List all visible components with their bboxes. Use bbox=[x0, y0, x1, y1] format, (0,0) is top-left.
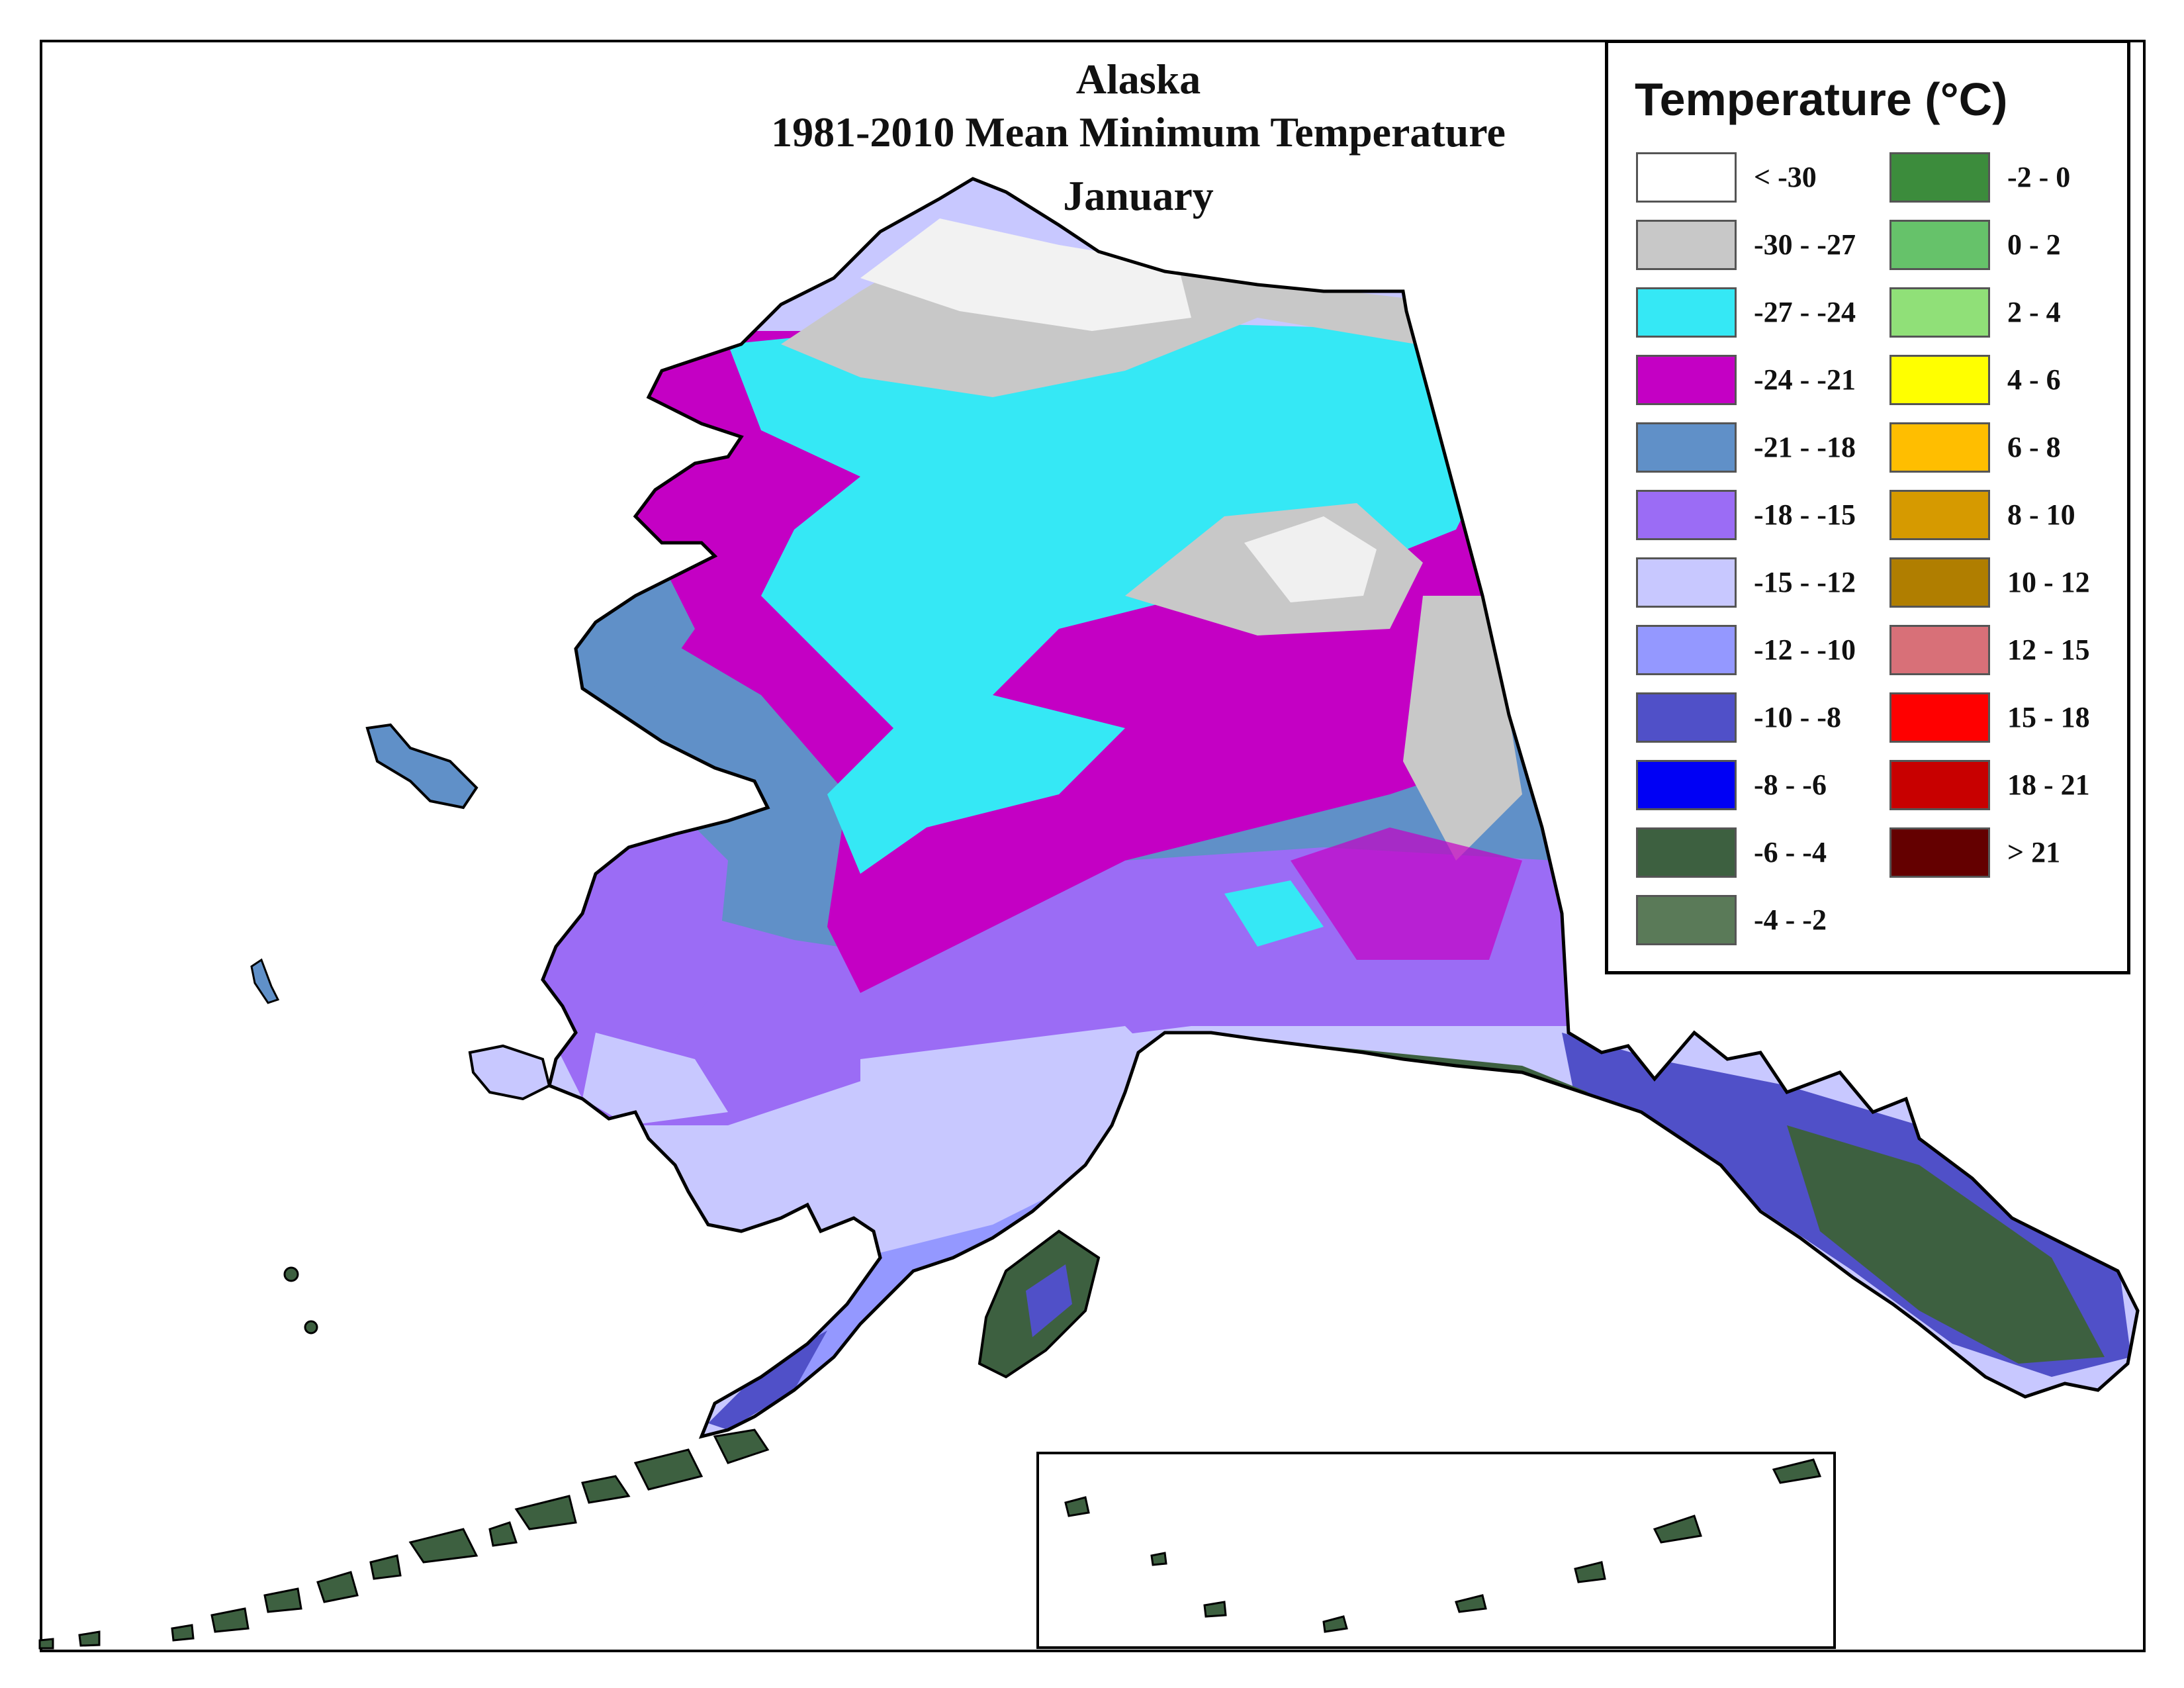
legend-item: 10 - 12 bbox=[1889, 557, 2128, 609]
legend-item: -24 - -21 bbox=[1636, 355, 1874, 406]
legend-label: -12 - -10 bbox=[1754, 633, 1856, 666]
legend-swatch bbox=[1889, 287, 1990, 338]
legend-swatch bbox=[1636, 895, 1737, 945]
legend-item: -18 - -15 bbox=[1636, 490, 1874, 541]
legend-item: -12 - -10 bbox=[1636, 625, 1874, 677]
inset-map-box bbox=[1036, 1452, 1836, 1649]
legend-label: 2 - 4 bbox=[2007, 296, 2061, 328]
legend-label: -15 - -12 bbox=[1754, 566, 1856, 598]
legend-item: -8 - -6 bbox=[1636, 760, 1874, 812]
legend-label: -24 - -21 bbox=[1754, 363, 1856, 396]
map-title-variable: 1981-2010 Mean Minimum Temperature bbox=[771, 109, 1506, 156]
inset-aleutian-islands bbox=[1064, 1458, 1822, 1633]
legend-swatch bbox=[1636, 152, 1737, 203]
legend-item: -27 - -24 bbox=[1636, 287, 1874, 339]
legend-swatch bbox=[1636, 422, 1737, 473]
legend-item: < -30 bbox=[1636, 152, 1874, 204]
legend-item: -4 - -2 bbox=[1636, 895, 1874, 947]
legend-label: -4 - -2 bbox=[1754, 904, 1827, 936]
map-title-region: Alaska bbox=[1075, 56, 1201, 103]
legend-label: 4 - 6 bbox=[2007, 363, 2061, 396]
legend-title: Temperature (°C) bbox=[1635, 73, 2008, 125]
legend-item: 8 - 10 bbox=[1889, 490, 2128, 541]
legend-item: 0 - 2 bbox=[1889, 220, 2128, 271]
legend-label: 18 - 21 bbox=[2007, 769, 2090, 801]
legend-swatch bbox=[1636, 355, 1737, 405]
legend-label: -10 - -8 bbox=[1754, 701, 1841, 733]
legend-label: 15 - 18 bbox=[2007, 701, 2090, 733]
legend-swatch bbox=[1636, 287, 1737, 338]
legend-item: -10 - -8 bbox=[1636, 692, 1874, 744]
legend-label: 8 - 10 bbox=[2007, 498, 2075, 531]
legend-item: -15 - -12 bbox=[1636, 557, 1874, 609]
legend-swatch bbox=[1636, 220, 1737, 270]
legend-item: 4 - 6 bbox=[1889, 355, 2128, 406]
legend-label: -18 - -15 bbox=[1754, 498, 1856, 531]
temperature-legend: Temperature (°C) < -30 -30 - -27 -27 - -24… bbox=[1605, 40, 2130, 974]
legend-label: -8 - -6 bbox=[1754, 769, 1827, 801]
aleutian-islands bbox=[38, 1429, 770, 1650]
legend-item: -6 - -4 bbox=[1636, 827, 1874, 879]
legend-label: < -30 bbox=[1754, 161, 1817, 193]
legend-swatch bbox=[1889, 692, 1990, 743]
legend-item: -2 - 0 bbox=[1889, 152, 2128, 204]
legend-item: -21 - -18 bbox=[1636, 422, 1874, 474]
legend-swatch bbox=[1889, 220, 1990, 270]
legend-label: 0 - 2 bbox=[2007, 228, 2061, 261]
legend-swatch bbox=[1889, 152, 1990, 203]
legend-label: -27 - -24 bbox=[1754, 296, 1856, 328]
legend-swatch bbox=[1889, 355, 1990, 405]
legend-swatch bbox=[1889, 625, 1990, 675]
legend-swatch bbox=[1636, 827, 1737, 878]
legend-swatch bbox=[1636, 490, 1737, 540]
legend-item: 12 - 15 bbox=[1889, 625, 2128, 677]
st-lawrence-island bbox=[365, 723, 478, 810]
legend-swatch bbox=[1889, 490, 1990, 540]
legend-swatch bbox=[1889, 422, 1990, 473]
legend-swatch bbox=[1636, 557, 1737, 608]
legend-swatch bbox=[1636, 625, 1737, 675]
nunivak-island bbox=[468, 1044, 551, 1101]
legend-label: > 21 bbox=[2007, 836, 2061, 868]
legend-item: 2 - 4 bbox=[1889, 287, 2128, 339]
legend-label: -6 - -4 bbox=[1754, 836, 1827, 868]
legend-swatch bbox=[1889, 760, 1990, 810]
legend-label: -2 - 0 bbox=[2007, 161, 2071, 193]
legend-swatch bbox=[1636, 760, 1737, 810]
legend-swatch bbox=[1889, 557, 1990, 608]
legend-item: 18 - 21 bbox=[1889, 760, 2128, 812]
legend-label: 10 - 12 bbox=[2007, 566, 2090, 598]
legend-item: 6 - 8 bbox=[1889, 422, 2128, 474]
legend-item: -30 - -27 bbox=[1636, 220, 1874, 271]
legend-label: -30 - -27 bbox=[1754, 228, 1856, 261]
map-title-month: January bbox=[1063, 172, 1214, 219]
legend-swatch bbox=[1889, 827, 1990, 878]
legend-item: > 21 bbox=[1889, 827, 2128, 879]
legend-item: 15 - 18 bbox=[1889, 692, 2128, 744]
legend-swatch bbox=[1636, 692, 1737, 743]
legend-label: 12 - 15 bbox=[2007, 633, 2090, 666]
legend-label: -21 - -18 bbox=[1754, 431, 1856, 463]
legend-label: 6 - 8 bbox=[2007, 431, 2061, 463]
